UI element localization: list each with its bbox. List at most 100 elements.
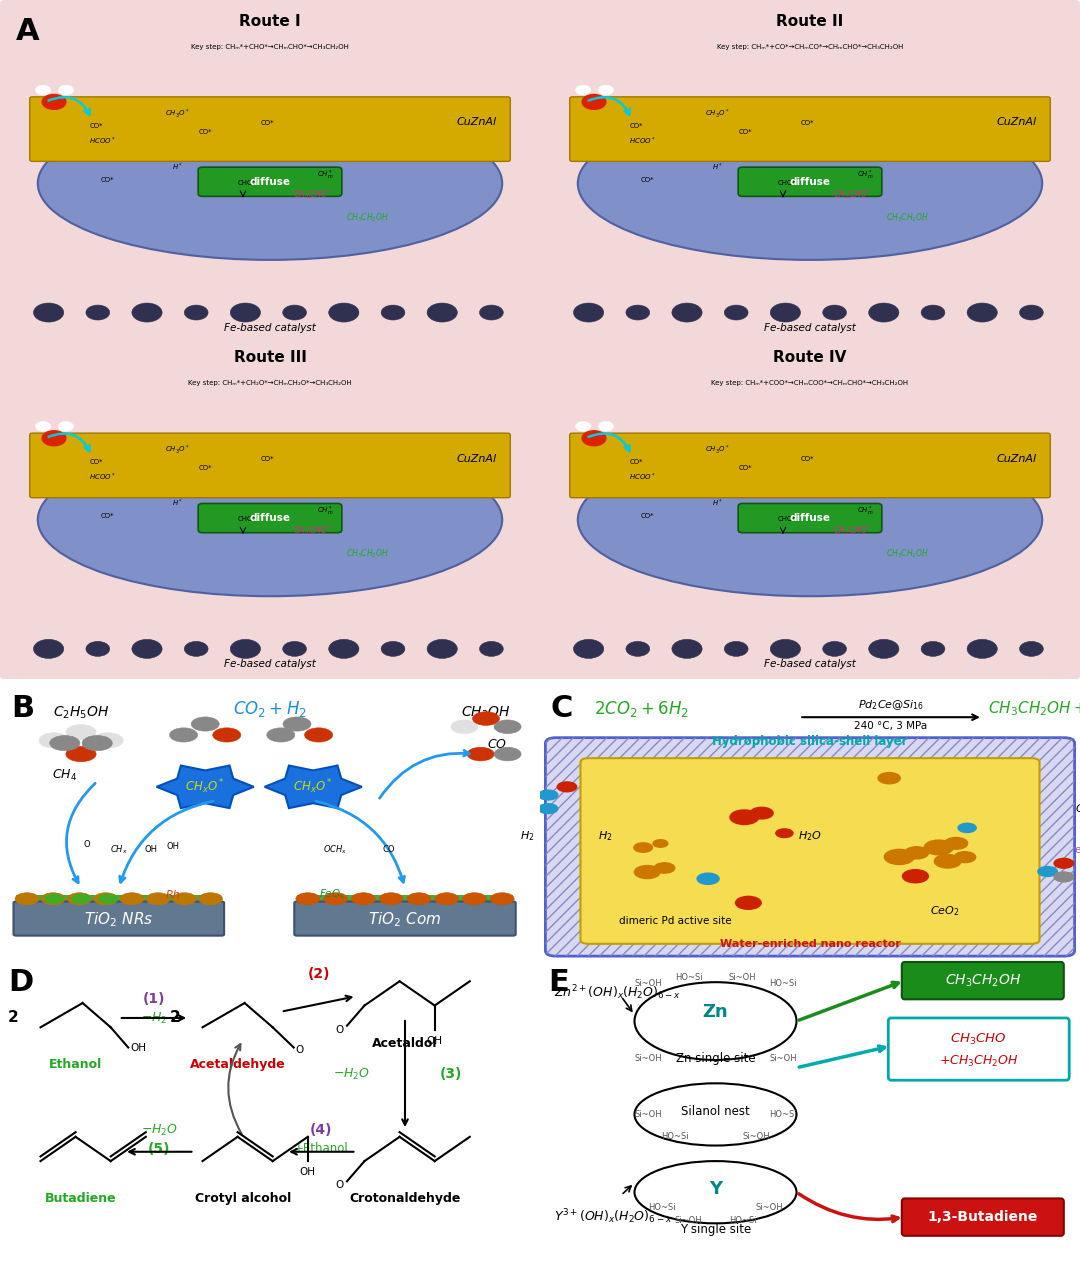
Circle shape [283,718,311,732]
Circle shape [751,808,773,819]
Ellipse shape [578,443,1042,596]
Text: $H^*$: $H^*$ [172,161,183,173]
Text: CO*: CO* [800,119,814,126]
Circle shape [267,728,295,742]
Text: A: A [16,17,40,46]
Text: $CH_xO^*$: $CH_xO^*$ [294,777,333,796]
Text: $H_2$: $H_2$ [597,829,612,843]
Circle shape [191,718,219,732]
Circle shape [672,639,702,658]
Text: CO*: CO* [640,177,654,183]
Circle shape [921,641,945,657]
Text: HO~Si: HO~Si [648,1203,675,1213]
Text: Si~OH: Si~OH [729,973,756,982]
Text: CO*: CO* [739,466,752,471]
Circle shape [557,782,577,791]
Text: HO~Si: HO~Si [729,1215,756,1224]
Text: diffuse: diffuse [249,177,291,187]
Circle shape [15,893,39,904]
Text: Route I: Route I [239,14,301,29]
Text: $Y^{3+}(OH)_x(H_2O)_{6-x}$: $Y^{3+}(OH)_x(H_2O)_{6-x}$ [554,1208,672,1227]
Text: $CH_3O^*$: $CH_3O^*$ [705,444,730,456]
Text: $TiO_2\ NRs$: $TiO_2\ NRs$ [84,909,153,928]
Text: OH: OH [427,1036,443,1046]
Text: OH: OH [300,1167,315,1177]
Text: $CH_xO^*$: $CH_xO^*$ [186,777,225,796]
Circle shape [451,720,477,734]
Circle shape [955,852,975,862]
Circle shape [132,304,162,323]
Circle shape [480,305,503,320]
Circle shape [576,422,591,431]
Circle shape [381,305,405,320]
Circle shape [427,304,457,323]
Circle shape [490,893,514,904]
Circle shape [573,304,604,323]
Text: $HCOO^*$: $HCOO^*$ [90,136,117,147]
Circle shape [283,305,307,320]
Circle shape [924,841,954,855]
Text: $H_2$: $H_2$ [521,829,535,843]
Polygon shape [265,766,362,808]
Circle shape [170,728,198,742]
Text: $CH_3CH_2OH + 3H_2O$: $CH_3CH_2OH + 3H_2O$ [988,700,1080,718]
Text: (3): (3) [440,1067,462,1081]
Circle shape [634,866,660,879]
Text: Key step: CHₘ*+CO*→CHₘCO*→CHₘCHO*→CH₃CH₂OH: Key step: CHₘ*+CO*→CHₘCO*→CHₘCHO*→CH₃CH₂… [717,44,903,50]
Text: $HCOO^*$: $HCOO^*$ [630,472,657,484]
Circle shape [230,639,260,658]
Circle shape [33,639,64,658]
Circle shape [381,641,405,657]
Text: O: O [83,839,90,848]
Text: E: E [549,968,569,997]
Circle shape [725,305,748,320]
Text: OH: OH [130,1043,146,1053]
Circle shape [93,733,123,748]
Text: C: C [551,693,573,723]
Circle shape [598,422,613,431]
Circle shape [1054,859,1074,869]
Text: CO*: CO* [199,130,212,135]
FancyBboxPatch shape [30,433,510,498]
Circle shape [230,304,260,323]
FancyBboxPatch shape [0,0,1080,679]
Circle shape [296,893,320,904]
Circle shape [725,641,748,657]
Text: CO*: CO* [739,130,752,135]
Text: diffuse: diffuse [789,177,831,187]
Text: Fe-based catalyst: Fe-based catalyst [764,659,856,669]
Text: $CH_3OH$: $CH_3OH$ [461,705,511,721]
Circle shape [770,304,800,323]
Circle shape [626,641,650,657]
Text: B: B [11,693,33,723]
Circle shape [36,85,51,95]
Text: 240 °C, 3 MPa: 240 °C, 3 MPa [854,721,928,732]
Circle shape [495,747,522,761]
Text: CO: CO [382,845,395,855]
Circle shape [305,728,333,742]
FancyBboxPatch shape [570,97,1050,161]
Circle shape [66,747,96,762]
Circle shape [598,85,613,95]
Text: Water-enriched nano reactor: Water-enriched nano reactor [719,940,901,949]
Text: $+ CH_3CH_2OH$: $+ CH_3CH_2OH$ [939,1054,1018,1069]
Text: O: O [335,1025,343,1035]
Text: ethanol: ethanol [1075,845,1080,855]
Circle shape [697,874,719,884]
FancyBboxPatch shape [294,902,516,936]
Text: 2: 2 [171,1011,181,1025]
Text: $CH_3CHO$: $CH_3CHO$ [950,1033,1007,1048]
Text: Ethanol: Ethanol [49,1058,103,1072]
Circle shape [967,304,997,323]
Text: CO*: CO* [640,513,654,519]
Circle shape [33,304,64,323]
Text: Fe-based catalyst: Fe-based catalyst [764,323,856,333]
Text: CuZnAl: CuZnAl [457,117,497,127]
Circle shape [94,893,118,904]
Text: $CH_3CH_2OH$: $CH_3CH_2OH$ [886,547,929,560]
Circle shape [44,894,64,904]
Circle shape [66,725,96,740]
Text: CO*: CO* [90,123,103,130]
Text: $H^*$: $H^*$ [172,498,183,509]
Text: $2CO_2 + 6H_2$: $2CO_2 + 6H_2$ [594,700,689,719]
